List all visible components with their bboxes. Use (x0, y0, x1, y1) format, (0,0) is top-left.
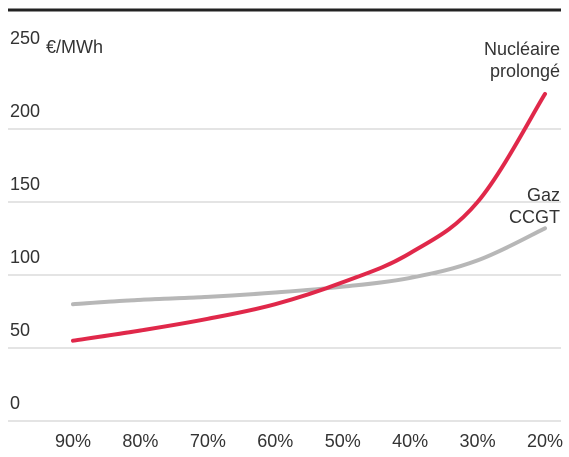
ticks: 0 50 100 150 200 250 90% 80% 70% 60% 50% 40% 30% 20% (10, 28, 563, 451)
y-tick-label-0: 0 (10, 393, 20, 413)
y-tick-label-50: 50 (10, 320, 30, 340)
series-label-nucleaire-prolonge-line-2: prolongé (490, 61, 560, 81)
y-tick-label-100: 100 (10, 247, 40, 267)
y-unit-label: €/MWh (46, 37, 103, 57)
series-label-gaz-ccgt-line-1: Gaz (527, 185, 560, 205)
x-tick-label-30pct: 30% (460, 431, 496, 451)
series-label-gaz-ccgt-line-2: CCGT (509, 207, 560, 227)
series-line-gaz-ccgt (71, 226, 547, 307)
x-tick-label-40pct: 40% (392, 431, 428, 451)
x-tick-label-20pct: 20% (527, 431, 563, 451)
grid (8, 128, 561, 422)
x-tick-label-70pct: 70% (190, 431, 226, 451)
x-tick-label-80pct: 80% (122, 431, 158, 451)
series-line-nucleaire-prolonge (71, 91, 547, 343)
series-label-nucleaire-prolonge-line-1: Nucléaire (484, 39, 560, 59)
x-tick-label-50pct: 50% (325, 431, 361, 451)
series-group (71, 91, 547, 343)
y-tick-label-150: 150 (10, 174, 40, 194)
x-tick-label-60pct: 60% (257, 431, 293, 451)
x-tick-label-90pct: 90% (55, 431, 91, 451)
y-tick-label-200: 200 (10, 101, 40, 121)
y-tick-label-250: 250 (10, 28, 40, 48)
